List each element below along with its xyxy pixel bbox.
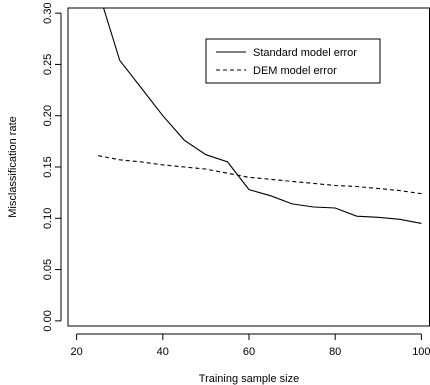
x-tick-label-100: 100 — [412, 346, 430, 358]
y-tick-label-1: 0.05 — [42, 259, 54, 280]
y-axis-title: Misclassification rate — [7, 116, 19, 217]
y-axis: 0.00 0.05 0.10 0.15 0.20 0.25 0.30 — [42, 2, 62, 332]
series-line-dem — [98, 155, 422, 195]
x-axis: 20 40 60 80 100 — [70, 333, 430, 358]
x-tick-label-40: 40 — [157, 346, 169, 358]
legend-label-dem: DEM model error — [253, 65, 337, 77]
y-tick-label-0: 0.00 — [42, 310, 54, 331]
y-tick-label-4: 0.20 — [42, 105, 54, 126]
x-axis-title: Training sample size — [199, 373, 299, 385]
series-line-standard — [102, 8, 422, 224]
y-tick-label-6: 0.30 — [42, 2, 54, 23]
legend-label-standard: Standard model error — [253, 47, 357, 59]
legend-box — [205, 38, 381, 84]
x-tick-label-20: 20 — [70, 346, 82, 358]
x-tick-label-60: 60 — [243, 346, 255, 358]
y-tick-label-2: 0.10 — [42, 208, 54, 229]
y-tick-label-3: 0.15 — [42, 156, 54, 177]
legend: Standard model error DEM model error — [205, 38, 381, 84]
x-tick-label-80: 80 — [329, 346, 341, 358]
series-layer — [98, 8, 422, 224]
y-tick-label-5: 0.25 — [42, 54, 54, 75]
